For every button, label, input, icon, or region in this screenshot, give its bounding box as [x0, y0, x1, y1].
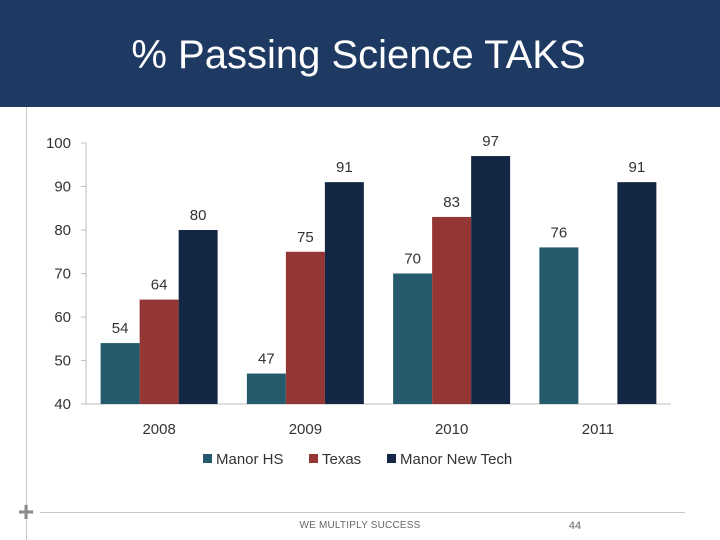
left-divider — [26, 107, 27, 540]
data-label: 80 — [190, 207, 207, 224]
bar — [393, 273, 433, 404]
data-label: 91 — [336, 159, 353, 176]
bar — [246, 373, 286, 404]
bar-chart: 40 50 60 70 80 90 100 2008 2009 2010 2011 54 64 80 47… — [46, 133, 671, 468]
x-tick-label: 2009 — [289, 421, 322, 438]
data-label: 47 — [258, 351, 275, 368]
data-label: 54 — [112, 320, 129, 337]
page-number: 44 — [568, 520, 582, 532]
chart-bars — [100, 156, 657, 404]
footer-tagline: WE MULTIPLY SUCCESS — [299, 520, 421, 531]
y-tick-label: 50 — [54, 353, 71, 370]
data-label: 70 — [404, 251, 421, 268]
y-tick-label: 70 — [54, 266, 71, 283]
chart-axes: 40 50 60 70 80 90 100 2008 2009 2010 2011 — [46, 135, 671, 438]
legend-swatch — [309, 454, 318, 463]
bar — [139, 299, 179, 404]
y-tick-label: 60 — [54, 309, 71, 326]
bar — [285, 251, 325, 404]
bar — [471, 156, 511, 404]
bar — [539, 247, 579, 404]
legend-label: Manor New Tech — [400, 451, 512, 468]
x-tick-label: 2010 — [435, 421, 468, 438]
title-bar: % Passing Science TAKS — [0, 0, 720, 107]
y-tick-label: 90 — [54, 179, 71, 196]
data-label: 97 — [482, 133, 499, 150]
y-tick-label: 40 — [54, 396, 71, 413]
bar — [178, 230, 218, 404]
bar — [617, 182, 657, 404]
y-tick-label: 80 — [54, 222, 71, 239]
legend-label: Texas — [322, 451, 361, 468]
plus-icon: + — [17, 496, 35, 527]
bottom-divider — [40, 512, 685, 513]
chart-data-labels: 54 64 80 47 75 91 70 83 97 76 91 — [112, 133, 645, 367]
data-label: 75 — [297, 229, 314, 246]
data-label: 83 — [443, 194, 460, 211]
bar — [432, 216, 472, 404]
bar — [324, 182, 364, 404]
chart-legend: Manor HS Texas Manor New Tech — [203, 451, 512, 468]
data-label: 76 — [551, 224, 568, 241]
y-tick-label: 100 — [46, 135, 71, 152]
x-tick-label: 2008 — [142, 421, 175, 438]
data-label: 64 — [151, 277, 168, 294]
data-label: 91 — [629, 159, 646, 176]
legend-swatch — [203, 454, 212, 463]
legend-swatch — [387, 454, 396, 463]
x-tick-label: 2011 — [582, 421, 614, 438]
bar — [100, 343, 140, 404]
slide-title: % Passing Science TAKS — [131, 33, 586, 77]
legend-label: Manor HS — [216, 451, 284, 468]
